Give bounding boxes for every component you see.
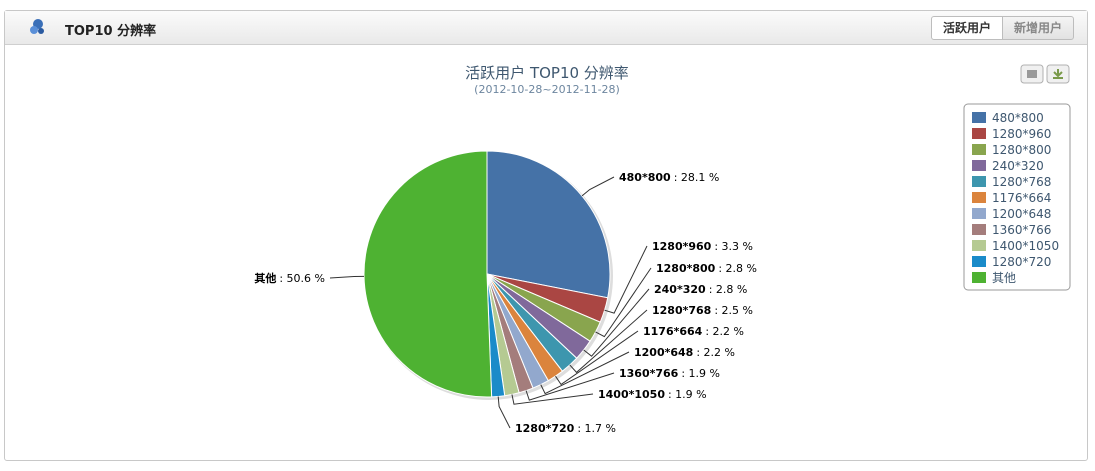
label-name: 1280*720	[515, 422, 575, 435]
export-buttons[interactable]	[1020, 64, 1070, 84]
legend-label: 1280*720	[992, 255, 1051, 269]
connector	[329, 275, 365, 279]
label-value: : 2.2 %	[705, 325, 744, 338]
label-name: 1280*768	[652, 304, 711, 317]
label-value: : 2.8 %	[718, 262, 757, 275]
label-name: 1400*1050	[598, 388, 665, 401]
panel-header: TOP10 分辨率 活跃用户 新增用户	[5, 11, 1087, 45]
data-label: 1280*800: 2.8 %	[656, 262, 757, 275]
label-name: 其他	[254, 271, 276, 285]
legend-label: 1176*664	[992, 191, 1051, 205]
label-value: : 28.1 %	[674, 171, 720, 184]
label-value: : 1.9 %	[681, 367, 720, 380]
header-icon	[30, 19, 44, 34]
legend-swatch	[972, 208, 986, 219]
data-label: 1280*720: 1.7 %	[515, 422, 616, 435]
label-value: : 1.7 %	[577, 422, 616, 435]
legend-swatch	[972, 144, 986, 155]
data-label: 1400*1050: 1.9 %	[598, 388, 707, 401]
connector	[595, 267, 652, 338]
legend-label: 其他	[992, 271, 1016, 285]
legend-swatch	[972, 112, 986, 123]
legend-label: 1200*648	[992, 207, 1051, 221]
legend-label: 1400*1050	[992, 239, 1059, 253]
tab[interactable]: 活跃用户	[931, 16, 1003, 40]
connector	[540, 351, 630, 395]
connector	[497, 396, 511, 429]
connector	[583, 288, 650, 357]
connector	[604, 245, 648, 314]
label-value: : 2.5 %	[714, 304, 753, 317]
label-value: : 1.9 %	[668, 388, 707, 401]
data-label: 1280*768: 2.5 %	[652, 304, 753, 317]
connector	[555, 330, 639, 386]
legend-swatch	[972, 160, 986, 171]
legend-swatch	[972, 240, 986, 251]
data-label: 1176*664: 2.2 %	[643, 325, 744, 338]
legend-swatch	[972, 128, 986, 139]
legend-swatch	[972, 272, 986, 283]
connector	[581, 176, 615, 197]
legend-box	[963, 103, 1071, 291]
legend-swatch	[972, 256, 986, 267]
panel-title: TOP10 分辨率	[65, 24, 157, 39]
label-name: 1200*648	[634, 346, 693, 359]
tab[interactable]: 新增用户	[1002, 16, 1074, 40]
label-value: : 50.6 %	[279, 272, 325, 285]
chart-title: 活跃用户 TOP10 分辨率	[465, 64, 629, 82]
data-label: 1200*648: 2.2 %	[634, 346, 735, 359]
data-label: 240*320: 2.8 %	[654, 283, 747, 296]
connector	[525, 372, 615, 401]
legend-label: 480*800	[992, 111, 1044, 125]
legend-swatch	[972, 176, 986, 187]
legend-label: 1280*768	[992, 175, 1051, 189]
pie-slice	[486, 150, 611, 299]
legend-label: 1280*800	[992, 143, 1051, 157]
label-name: 240*320	[654, 283, 706, 296]
connector	[569, 309, 648, 374]
data-label: 1280*960: 3.3 %	[652, 240, 753, 253]
label-name: 1360*766	[619, 367, 679, 380]
label-value: : 3.3 %	[714, 240, 753, 253]
legend-swatch	[972, 224, 986, 235]
label-name: 1280*800	[656, 262, 716, 275]
label-name: 1280*960	[652, 240, 712, 253]
legend-swatch	[972, 192, 986, 203]
legend-label: 1360*766	[992, 223, 1051, 237]
data-label: 其他: 50.6 %	[254, 271, 325, 285]
label-name: 1176*664	[643, 325, 703, 338]
pie-slice	[363, 150, 493, 398]
label-value: : 2.8 %	[709, 283, 748, 296]
label-value: : 2.2 %	[696, 346, 735, 359]
legend-label: 240*320	[992, 159, 1044, 173]
chart-subtitle: (2012-10-28~2012-11-28)	[474, 83, 620, 96]
legend-label: 1280*960	[992, 127, 1051, 141]
data-label: 480*800: 28.1 %	[619, 171, 719, 184]
connector	[511, 393, 594, 405]
data-label: 1360*766: 1.9 %	[619, 367, 720, 380]
label-name: 480*800	[619, 171, 671, 184]
